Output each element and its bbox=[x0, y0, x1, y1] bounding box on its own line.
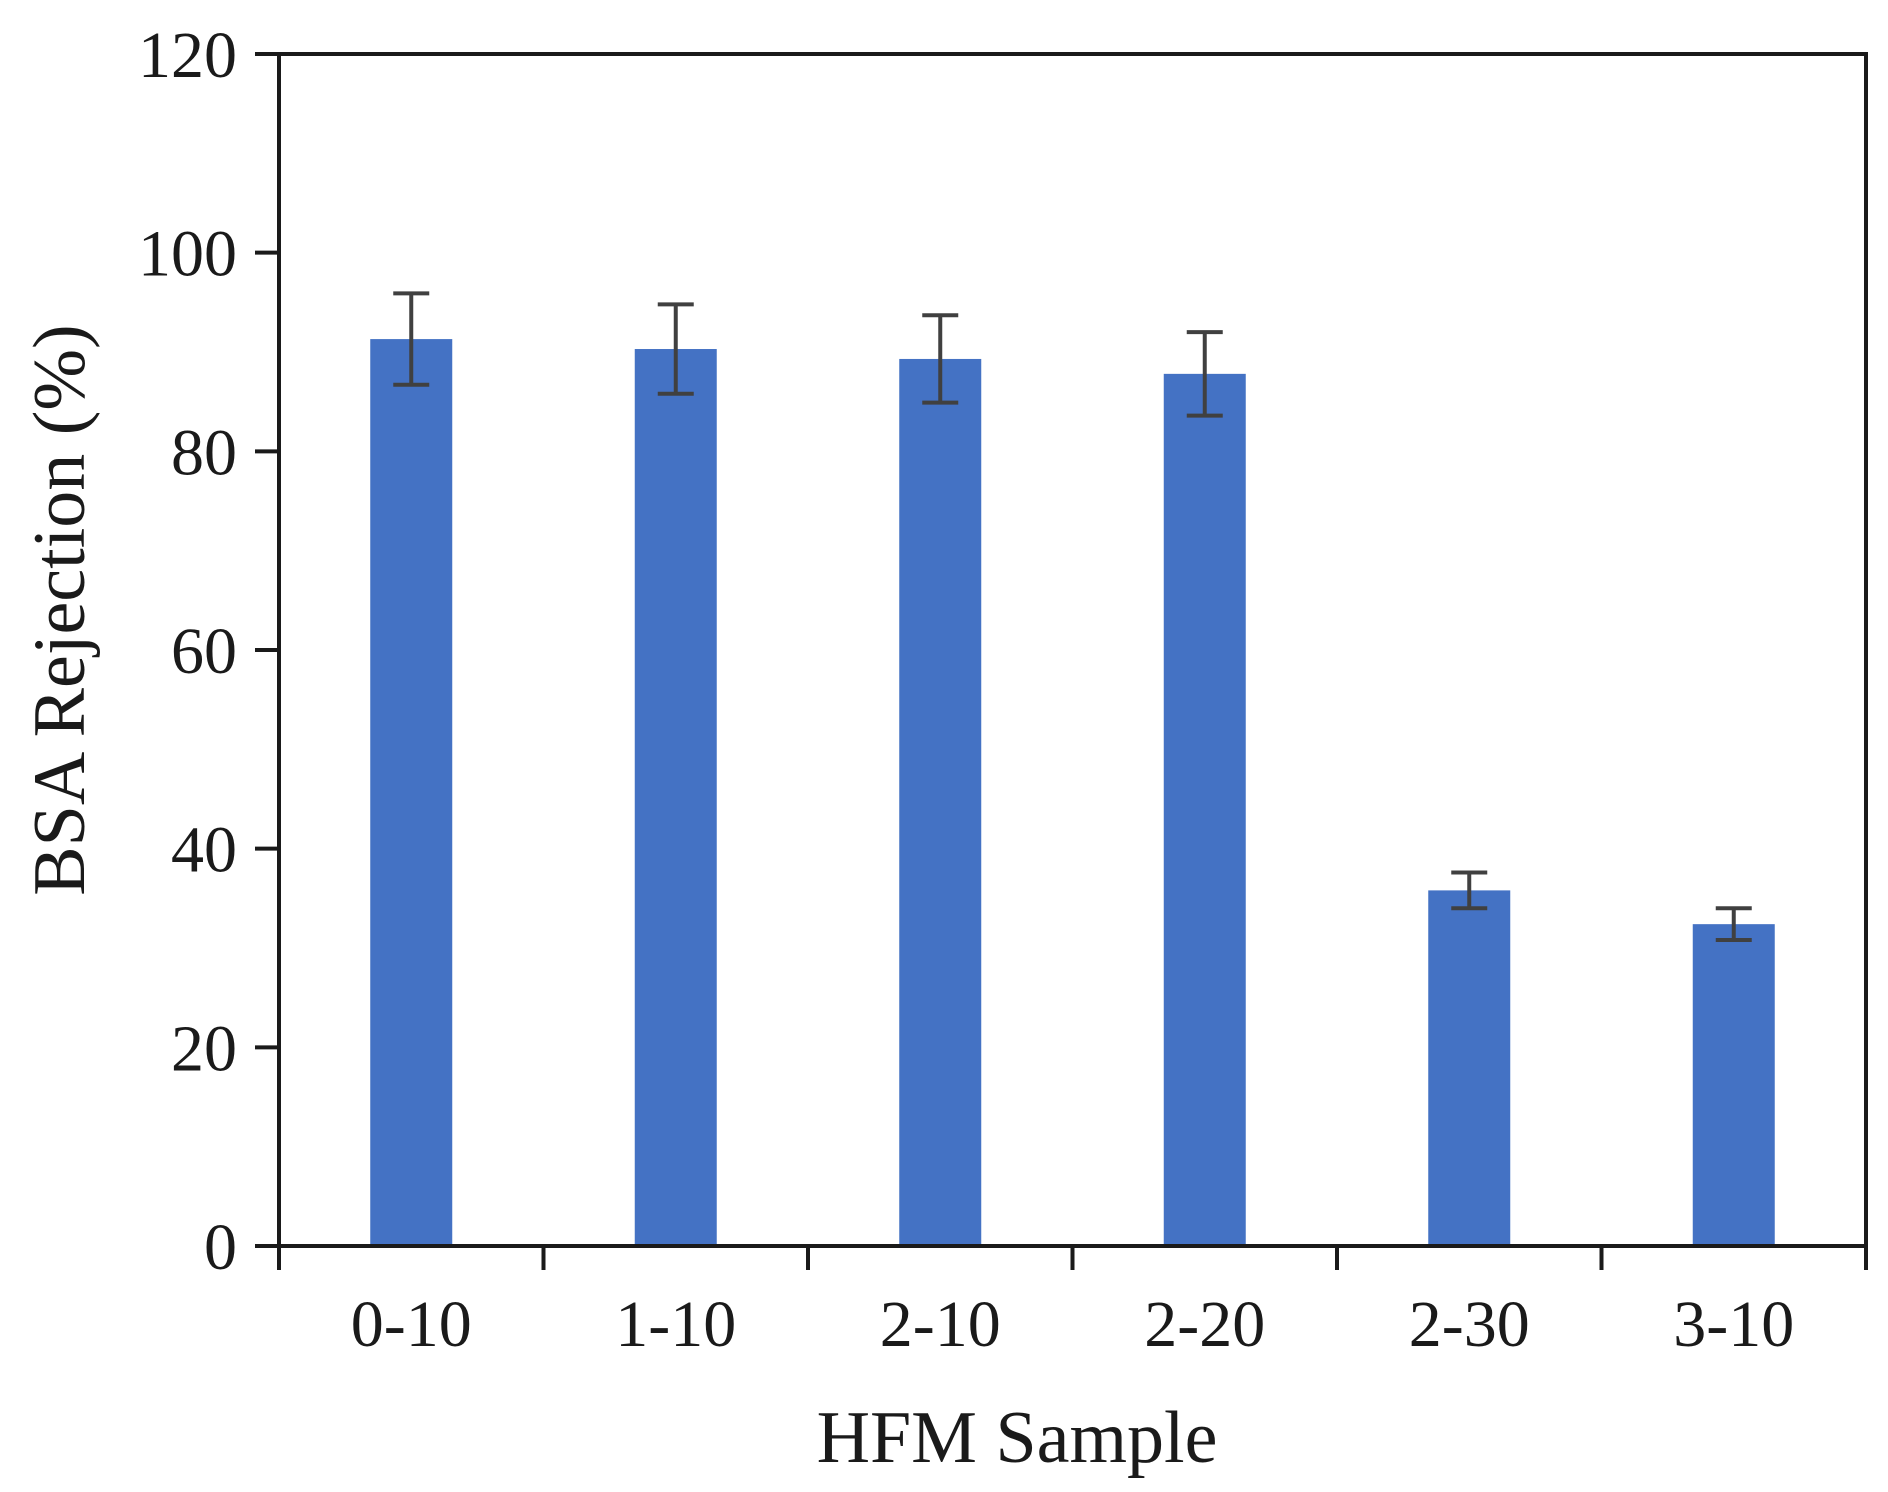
y-tick-label-60: 60 bbox=[171, 615, 237, 688]
bar-2-10 bbox=[899, 358, 982, 1246]
bar-3-10 bbox=[1692, 924, 1775, 1246]
x-tick-label-3-10: 3-10 bbox=[1673, 1288, 1794, 1361]
bar-2-30 bbox=[1428, 890, 1511, 1246]
y-tick-label-40: 40 bbox=[171, 814, 237, 887]
error-bars bbox=[393, 291, 1752, 943]
y-axis-ticks: 0 20 40 60 80 100 120 bbox=[138, 19, 279, 1284]
x-tick-label-2-20: 2-20 bbox=[1144, 1288, 1265, 1361]
y-tick-label-120: 120 bbox=[138, 19, 237, 92]
bar-1-10 bbox=[634, 349, 717, 1246]
x-tick-label-2-10: 2-10 bbox=[880, 1288, 1001, 1361]
bar-series bbox=[370, 339, 1775, 1246]
bar-2-20 bbox=[1163, 373, 1246, 1246]
y-tick-label-100: 100 bbox=[138, 218, 237, 291]
y-tick-label-80: 80 bbox=[171, 416, 237, 489]
x-axis-title: HFM Sample bbox=[817, 1397, 1218, 1479]
x-tick-label-2-30: 2-30 bbox=[1409, 1288, 1530, 1361]
y-axis-title: BSA Rejection (%) bbox=[19, 324, 101, 895]
plot-frame bbox=[277, 52, 1868, 1248]
x-tick-label-1-10: 1-10 bbox=[615, 1288, 736, 1361]
bar-0-10 bbox=[370, 339, 453, 1246]
y-tick-label-0: 0 bbox=[204, 1211, 237, 1284]
plot-border bbox=[277, 52, 1868, 1248]
x-axis-ticks: 0-10 1-10 2-10 2-20 2-30 3-10 bbox=[277, 1246, 1868, 1361]
x-tick-label-0-10: 0-10 bbox=[351, 1288, 472, 1361]
y-tick-label-20: 20 bbox=[171, 1012, 237, 1085]
